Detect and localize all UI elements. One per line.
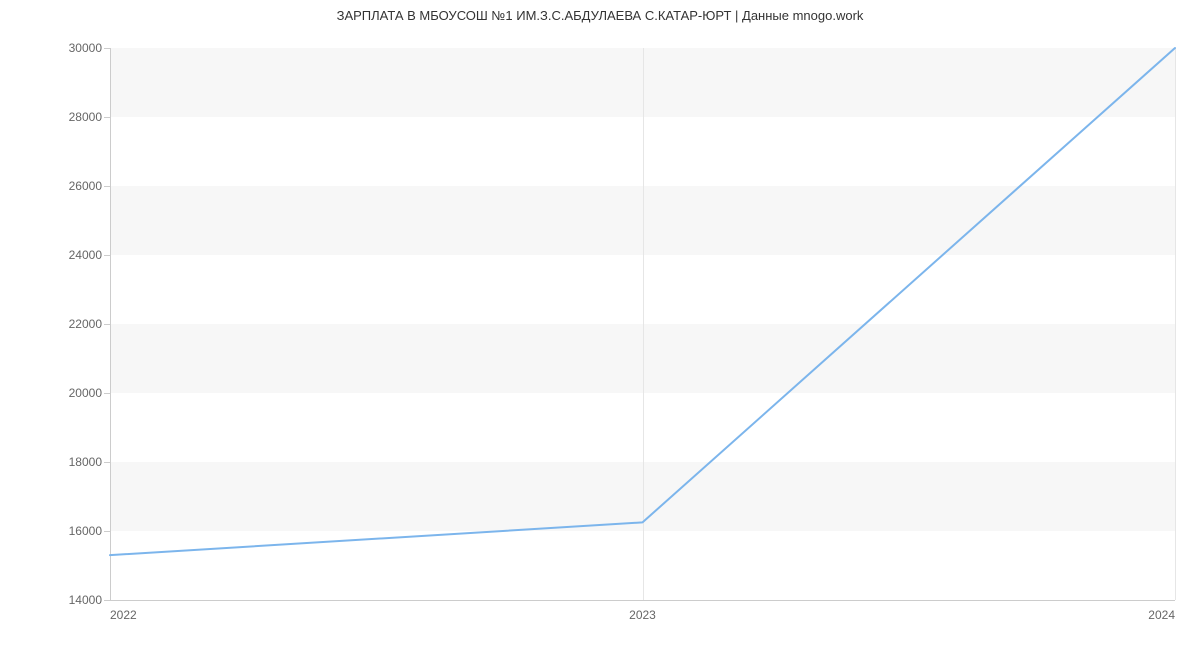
- line-series: [110, 48, 1175, 600]
- x-tick-label: 2022: [110, 600, 137, 622]
- x-tick-label: 2024: [1148, 600, 1175, 622]
- chart-title: ЗАРПЛАТА В МБОУСОШ №1 ИМ.З.С.АБДУЛАЕВА С…: [0, 8, 1200, 23]
- salary-chart: ЗАРПЛАТА В МБОУСОШ №1 ИМ.З.С.АБДУЛАЕВА С…: [0, 0, 1200, 650]
- x-tick-label: 2023: [629, 600, 656, 622]
- plot-area: 1400016000180002000022000240002600028000…: [110, 48, 1175, 600]
- x-grid-line: [1175, 48, 1176, 600]
